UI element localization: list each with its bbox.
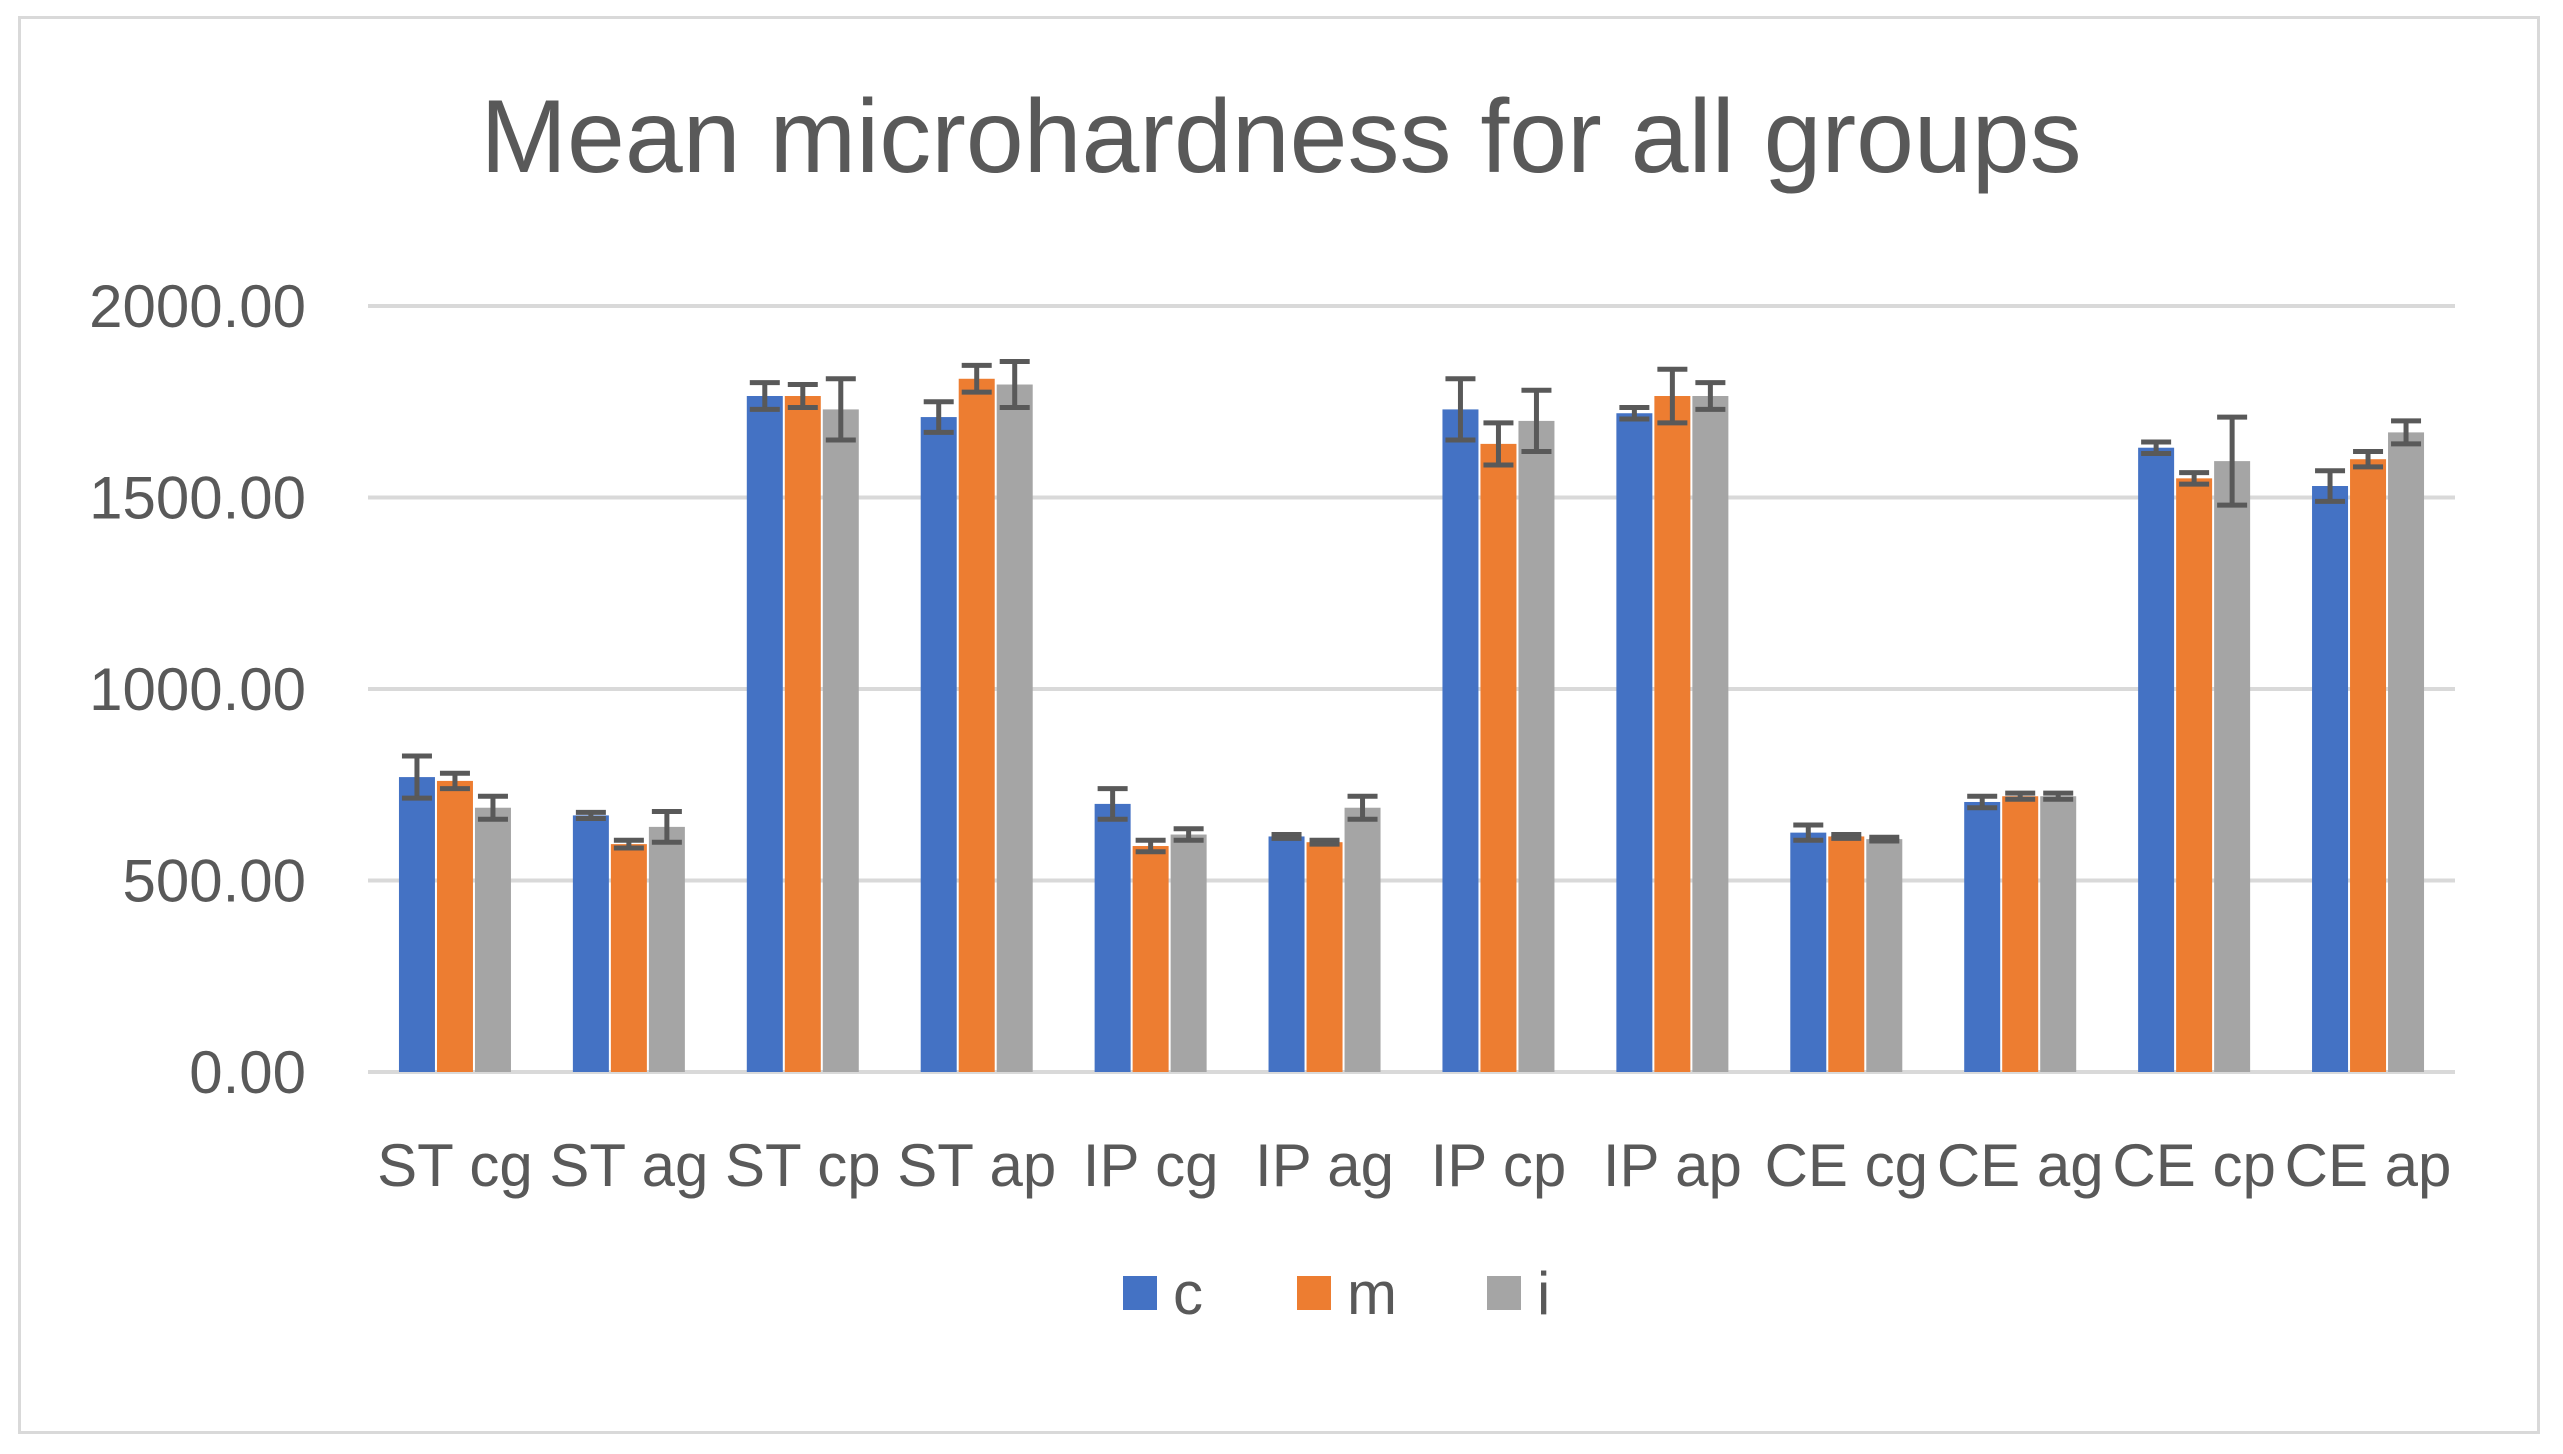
bar-c-IP-ag bbox=[1268, 836, 1305, 1072]
x-tick-label: CE cg bbox=[1765, 1132, 1928, 1199]
x-tick-label: ST ap bbox=[897, 1132, 1056, 1199]
bar-i-IP-cp bbox=[1518, 420, 1555, 1072]
bar-i-ST-ag bbox=[648, 826, 685, 1072]
bar-m-CE-ap bbox=[2350, 459, 2387, 1072]
bar-m-CE-cg bbox=[1828, 836, 1865, 1072]
y-tick-label: 2000.00 bbox=[89, 273, 306, 340]
bar-c-CE-cg bbox=[1790, 832, 1827, 1072]
x-tick-label: ST ag bbox=[549, 1132, 708, 1199]
bar-m-CE-cp bbox=[2176, 478, 2213, 1073]
bar-m-ST-ap bbox=[958, 378, 995, 1072]
bars bbox=[398, 378, 2425, 1073]
bar-c-ST-cp bbox=[746, 396, 783, 1072]
bar-i-CE-cp bbox=[2214, 461, 2251, 1072]
bar-i-IP-cg bbox=[1170, 834, 1207, 1072]
bar-m-IP-cp bbox=[1480, 443, 1517, 1072]
x-tick-label: CE ag bbox=[1937, 1132, 2104, 1199]
legend-swatch-i bbox=[1487, 1276, 1521, 1310]
y-tick-label: 1500.00 bbox=[89, 465, 306, 532]
y-tick-label: 1000.00 bbox=[89, 656, 306, 723]
bar-i-CE-ap bbox=[2388, 432, 2425, 1072]
x-tick-label: IP cp bbox=[1431, 1132, 1567, 1199]
x-tick-label: IP ap bbox=[1603, 1132, 1742, 1199]
bar-c-CE-ag bbox=[1964, 801, 2001, 1072]
bar-m-IP-cg bbox=[1132, 846, 1169, 1072]
bar-c-IP-cp bbox=[1442, 409, 1479, 1072]
bar-i-IP-ap bbox=[1692, 396, 1729, 1072]
bar-c-IP-cg bbox=[1094, 803, 1131, 1072]
chart-title: Mean microhardness for all groups bbox=[480, 79, 2081, 195]
bar-m-ST-cg bbox=[436, 780, 473, 1072]
x-tick-label: IP ag bbox=[1255, 1132, 1394, 1199]
legend-item-c: c bbox=[1123, 1260, 1203, 1327]
legend-label-m: m bbox=[1347, 1260, 1397, 1327]
x-tick-label: ST cp bbox=[725, 1132, 881, 1199]
y-tick-label: 500.00 bbox=[122, 848, 306, 915]
x-tick-label: ST cg bbox=[377, 1132, 533, 1199]
legend-label-i: i bbox=[1537, 1260, 1550, 1327]
bar-i-CE-ag bbox=[2040, 796, 2077, 1072]
gridlines bbox=[368, 304, 2455, 1074]
x-tick-label: CE cp bbox=[2112, 1132, 2275, 1199]
bar-c-ST-ap bbox=[920, 417, 957, 1072]
bar-c-IP-ap bbox=[1616, 413, 1653, 1072]
legend-swatch-c bbox=[1123, 1276, 1157, 1310]
legend-item-i: i bbox=[1487, 1260, 1550, 1327]
legend-swatch-m bbox=[1297, 1276, 1331, 1310]
bar-m-IP-ap bbox=[1654, 396, 1691, 1072]
bar-i-IP-ag bbox=[1344, 807, 1381, 1072]
error-bars bbox=[401, 359, 2422, 855]
bar-m-ST-cp bbox=[784, 396, 821, 1072]
bar-i-ST-cg bbox=[474, 807, 511, 1072]
legend-label-c: c bbox=[1173, 1260, 1203, 1327]
chart-frame bbox=[18, 16, 2540, 1434]
bar-m-ST-ag bbox=[610, 844, 647, 1072]
bar-c-CE-ap bbox=[2312, 486, 2349, 1072]
y-tick-label: 0.00 bbox=[189, 1039, 306, 1106]
bar-i-ST-cp bbox=[822, 409, 859, 1072]
bar-c-ST-ag bbox=[572, 815, 609, 1072]
bar-i-ST-ap bbox=[996, 384, 1033, 1072]
x-tick-label: IP cg bbox=[1083, 1132, 1219, 1199]
bar-m-IP-ag bbox=[1306, 842, 1343, 1072]
bar-m-CE-ag bbox=[2002, 796, 2039, 1072]
x-tick-label: CE ap bbox=[2285, 1132, 2452, 1199]
bar-i-CE-cg bbox=[1866, 839, 1903, 1072]
legend-item-m: m bbox=[1297, 1260, 1397, 1327]
bar-c-CE-cp bbox=[2138, 447, 2175, 1073]
bar-c-ST-cg bbox=[398, 777, 435, 1072]
